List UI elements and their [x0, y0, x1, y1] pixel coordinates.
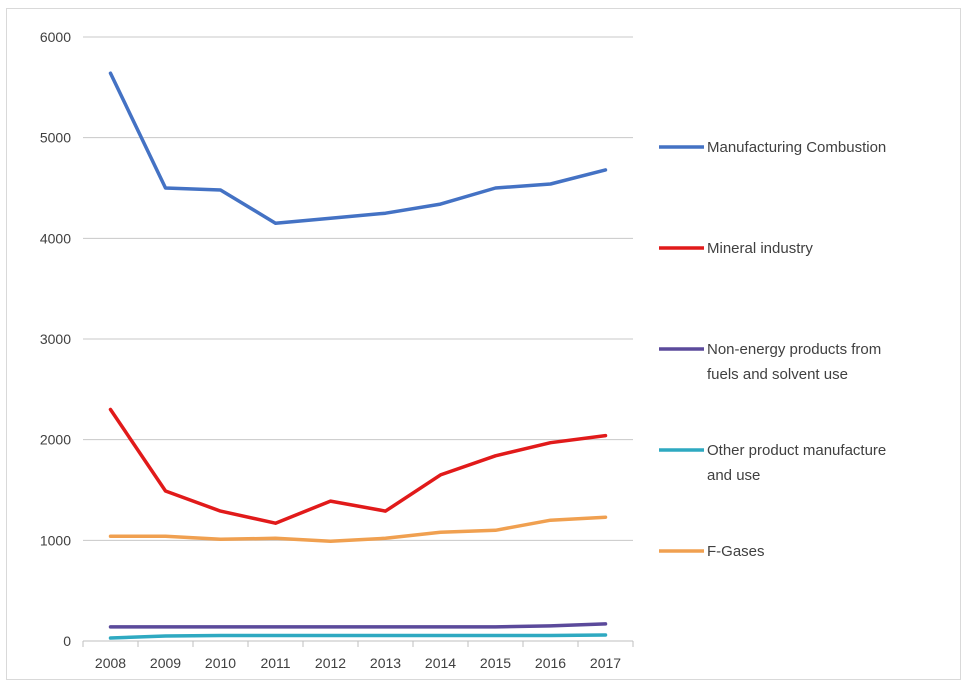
- y-tick-label: 3000: [40, 331, 71, 347]
- legend-label-other-product-manufacture-and-use: Other product manufacture and use: [707, 442, 886, 484]
- x-tick-label: 2016: [535, 655, 566, 671]
- x-tick-label: 2010: [205, 655, 236, 671]
- x-axis: 2008 2009 2010 2011 2012 2013 2014 2015 2016 2017: [82, 641, 634, 671]
- chart-frame: 0 1000 2000 3000 4000 5000 6000 2008 2009 2010 20…: [6, 8, 961, 680]
- series-line-f-gases: [108, 515, 608, 544]
- x-tick-label: 2014: [425, 655, 456, 671]
- y-axis: 0 1000 2000 3000 4000 5000 6000: [40, 29, 71, 649]
- series-line-non-energy-products-from-fuels-and-solvent-use: [108, 622, 608, 629]
- y-tick-label: 5000: [40, 130, 71, 146]
- legend-label-manufacturing-combustion: Manufacturing Combustion: [707, 139, 886, 156]
- y-tick-label: 0: [63, 633, 71, 649]
- legend-label-mineral-industry: Mineral industry: [707, 240, 813, 257]
- x-tick-label: 2017: [590, 655, 621, 671]
- y-tick-label: 2000: [40, 432, 71, 448]
- y-tick-label: 4000: [40, 230, 71, 246]
- legend-label-non-energy-products-from-fuels-and-solvent-use: Non-energy products from fuels and solven…: [707, 341, 881, 383]
- series-line-manufacturing-combustion: [108, 71, 608, 225]
- x-tick-label: 2008: [95, 655, 126, 671]
- x-tick-label: 2012: [315, 655, 346, 671]
- y-tick-label: 6000: [40, 29, 71, 45]
- x-tick-label: 2015: [480, 655, 511, 671]
- y-tick-label: 1000: [40, 532, 71, 548]
- x-tick-label: 2009: [150, 655, 181, 671]
- x-tick-label: 2011: [260, 655, 290, 671]
- x-tick-label: 2013: [370, 655, 401, 671]
- series-line-other-product-manufacture-and-use: [108, 633, 608, 640]
- series-lines: [108, 71, 608, 640]
- legend-label-f-gases: F-Gases: [707, 543, 765, 560]
- legend: Manufacturing Combustion Mineral industry…: [659, 139, 886, 560]
- gridlines: [83, 36, 633, 642]
- series-line-mineral-industry: [108, 407, 608, 525]
